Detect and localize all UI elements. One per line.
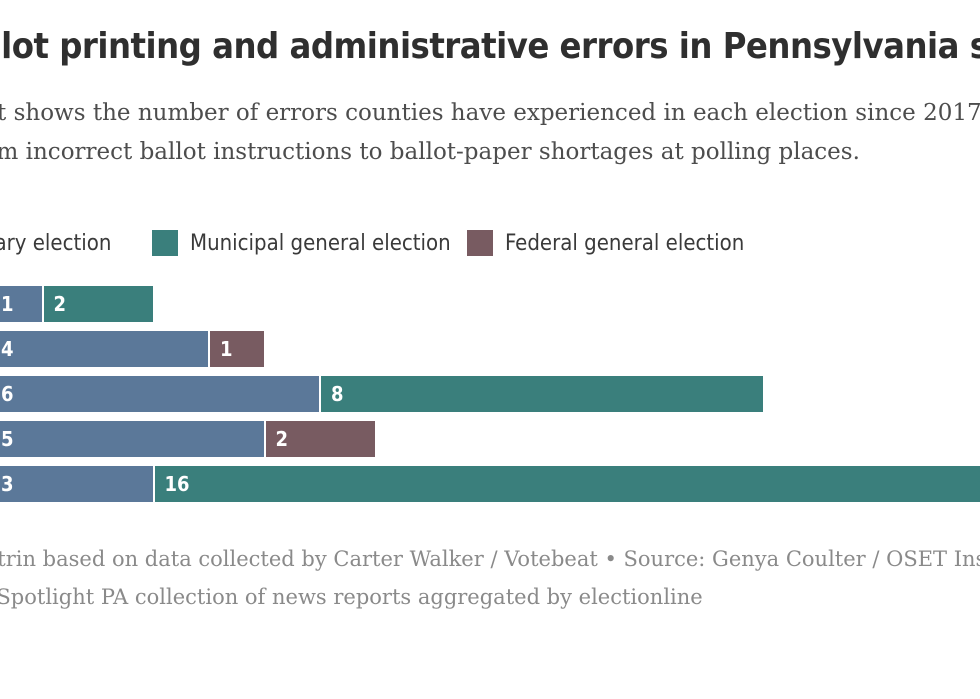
bar-2018-federal-general-election: 1: [210, 331, 264, 367]
bar-2019-municipal-general-election: 8: [321, 376, 763, 412]
bar-value-label: 3: [1, 472, 14, 496]
legend-item-municipal: Municipal general election: [152, 230, 451, 256]
chart-credit: Chart: Kae Petrin based on data collecte…: [0, 547, 980, 609]
bar-2017-municipal-general-election: 2: [43, 286, 153, 322]
bar-2020-primary-election: 5: [0, 421, 264, 457]
bar-2020-federal-general-election: 2: [265, 421, 375, 457]
chart-title: Ballot printing and administrative error…: [0, 26, 980, 67]
legend-item-primary: Primary election: [0, 230, 111, 256]
bar-value-label: 2: [275, 427, 289, 451]
bar-2021-primary-election: 3: [0, 466, 153, 502]
bar-value-label: 4: [1, 337, 14, 361]
chart-subtitle: This chart shows the number of errors co…: [0, 100, 980, 165]
legend-label-primary: Primary election: [0, 230, 112, 256]
bar-value-label: 16: [164, 472, 190, 496]
bar-value-label: 8: [331, 382, 344, 406]
bar-2019-primary-election: 6: [0, 376, 319, 412]
legend-item-federal: Federal general election: [467, 230, 744, 256]
legend-swatch-federal: [467, 230, 493, 256]
bar-value-label: 6: [1, 382, 14, 406]
bar-2017-primary-election: 1: [0, 286, 42, 322]
bar-value-label: 5: [1, 427, 14, 451]
legend-swatch-municipal: [152, 230, 178, 256]
chart-legend: Primary election Municipal general elect…: [0, 230, 980, 260]
bar-value-label: 1: [220, 337, 233, 361]
legend-label-municipal: Municipal general election: [190, 230, 451, 256]
bar-value-label: 1: [1, 292, 14, 316]
legend-label-federal: Federal general election: [505, 230, 745, 256]
bar-2018-primary-election: 4: [0, 331, 208, 367]
bar-2021-municipal-general-election: 16: [154, 466, 980, 502]
plot-area: 1 2 4 1 6 8 5 2 3 16: [0, 280, 980, 510]
bar-value-label: 2: [53, 292, 67, 316]
